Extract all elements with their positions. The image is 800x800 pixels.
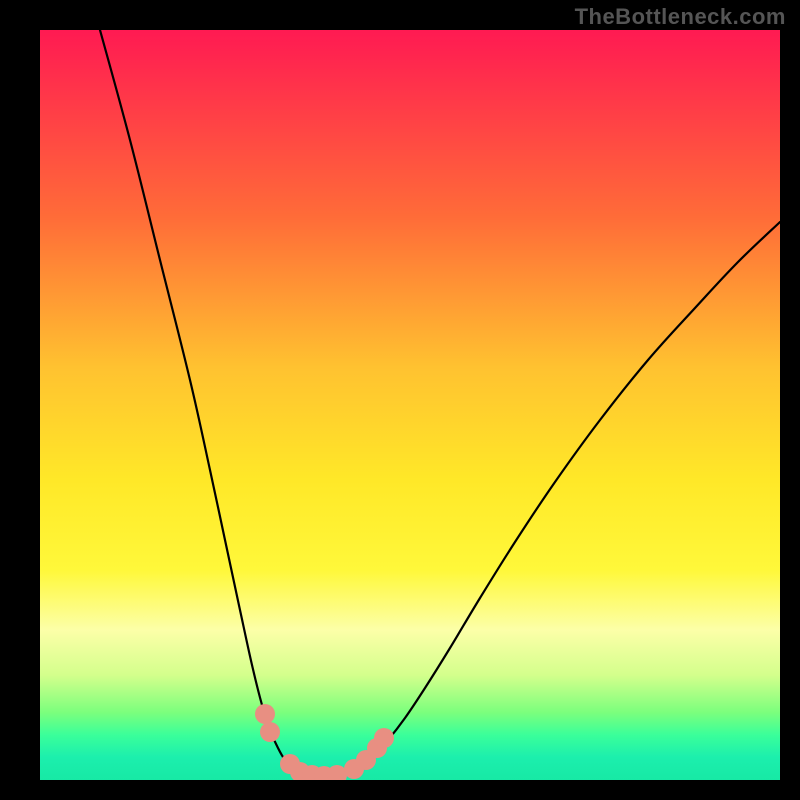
- plot-background: [40, 30, 780, 780]
- plot-svg: [40, 30, 780, 780]
- data-marker: [255, 704, 275, 724]
- watermark-text: TheBottleneck.com: [575, 4, 786, 30]
- chart-canvas: TheBottleneck.com: [0, 0, 800, 800]
- data-marker: [260, 722, 280, 742]
- data-marker: [374, 728, 394, 748]
- plot-area: [40, 30, 780, 780]
